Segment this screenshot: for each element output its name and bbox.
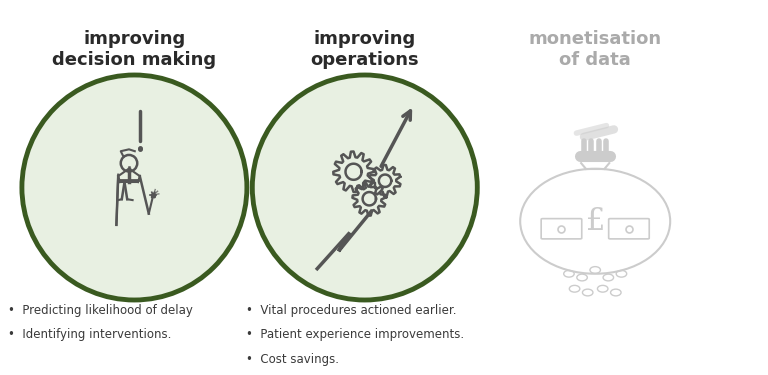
Text: •  Vital procedures actioned earlier.: • Vital procedures actioned earlier. — [246, 304, 456, 317]
Ellipse shape — [22, 75, 247, 300]
Text: •  Cost savings.: • Cost savings. — [246, 352, 339, 366]
Text: •  Predicting likelihood of delay: • Predicting likelihood of delay — [8, 304, 193, 317]
Text: •  Patient experience improvements.: • Patient experience improvements. — [246, 328, 464, 341]
Ellipse shape — [253, 75, 477, 300]
Text: monetisation
of data: monetisation of data — [528, 30, 662, 69]
Text: •  Identifying interventions.: • Identifying interventions. — [8, 328, 171, 341]
Text: improving
operations: improving operations — [310, 30, 419, 69]
Text: improving
decision making: improving decision making — [52, 30, 217, 69]
Text: £: £ — [585, 206, 605, 237]
